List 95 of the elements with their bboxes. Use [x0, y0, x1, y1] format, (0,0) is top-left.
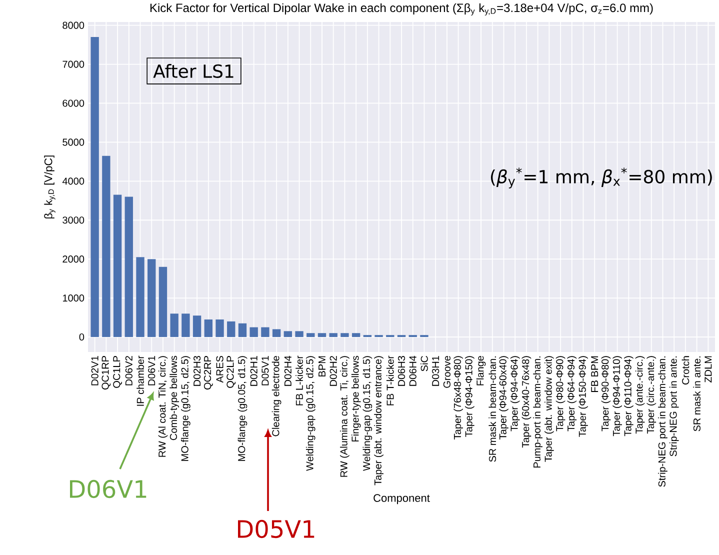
y-tick-label: 2000 [62, 256, 84, 263]
x-tick-label: Taper (60x40-76x48) [522, 356, 532, 448]
x-tick-label: D02H4 [284, 356, 292, 386]
x-tick-label: MO-flange (g0.15, d2.5) [181, 356, 190, 461]
y-axis-title: β$_{y}$ k$_{y,D}$ [V/pC] [44, 156, 56, 218]
bar [182, 314, 190, 337]
bar [306, 333, 315, 337]
x-tick-label: Pump-port in beam-chan. [533, 356, 542, 468]
x-tick-label: D06V2 [125, 356, 132, 386]
y-tick-label: 6000 [62, 100, 84, 107]
x-tick-label: Taper (Φ90-Φ80) [601, 356, 611, 432]
y-tick-label: 0 [79, 333, 84, 341]
text: D06V1 [70, 480, 146, 498]
bar [295, 331, 304, 337]
x-tick-label: D03H1 [432, 356, 440, 386]
bar [284, 331, 292, 337]
x-axis-title: Component [374, 494, 430, 504]
bar [238, 323, 247, 337]
bar [113, 194, 122, 337]
bar [124, 196, 133, 337]
bar [352, 333, 360, 337]
x-tick-label: QC2RP [204, 356, 213, 390]
bar [318, 333, 326, 337]
x-tick-label: Groove [443, 356, 450, 388]
x-tick-label: Taper (ante.-circ.) [635, 356, 645, 434]
x-tick-label: Taper (Φ80-Φ90) [556, 356, 566, 432]
x-tick-label: Taper (Φ94-Φ150) [464, 356, 474, 437]
bar [148, 259, 156, 337]
y-tick-label: 4000 [62, 178, 84, 185]
y-tick-label: 8000 [62, 22, 84, 29]
x-tick-label: QC1LP [113, 356, 122, 388]
text: (β$_{y}$$^{*}$=1 mm, β$_{x}$$^{*}$=80 mm) [490, 168, 712, 188]
x-tick-label: Taper (Φ150-Φ94) [578, 356, 588, 437]
x-tick-label: Flange [476, 356, 486, 386]
x-tick-label: Taper (Φ94-Φ64) [510, 356, 520, 432]
x-tick-label: IP chamber [136, 356, 144, 406]
y-tick-label: 7000 [62, 60, 84, 68]
bar [216, 319, 224, 337]
x-tick-label: D06H3 [398, 356, 406, 386]
x-tick-label: QC1RP [102, 356, 111, 390]
y-tick-label: 1000 [62, 294, 84, 302]
x-tick-label: QC2LP [226, 356, 236, 388]
x-tick-label: Taper (Φ94-Φ110) [612, 356, 622, 436]
x-tick-label: Welding-gap (g0.15, d2.5) [306, 356, 316, 471]
bar [192, 316, 202, 337]
bar [102, 156, 110, 337]
bar [272, 329, 281, 337]
x-tick-label: SR mask in beam-chan. [488, 356, 496, 462]
x-tick-label: ARES [216, 356, 224, 383]
bar [261, 327, 270, 337]
x-tick-label: Taper (Φ64-Φ94) [567, 356, 577, 432]
x-tick-label: FB T-kicker [386, 356, 394, 406]
x-tick-label: Taper (abt. window exit) [544, 356, 554, 462]
x-tick-label: Clearing electrode [272, 356, 282, 436]
bar [340, 333, 349, 337]
chart-title: Kick Factor for Vertical Dipolar Wake in each component (Σβ$_{y}$ k$_{y,D}$=3.18e+04 V/pC, σ$_{z}$=6.0 mm) [150, 3, 653, 16]
x-tick-label: D02H1 [250, 356, 258, 386]
x-tick-label: Strip-NEG port in beam-chan. [658, 356, 668, 487]
x-tick-label: Taper (circ.-ante.) [646, 356, 656, 434]
x-tick-label: Welding-gap (g0.15, d1.5) [362, 356, 372, 471]
x-tick-label: D02H2 [330, 356, 337, 386]
x-tick-label: D02V1 [91, 356, 98, 386]
x-tick-label: D05V1 [262, 356, 269, 386]
bar [227, 321, 236, 337]
bar [204, 319, 212, 337]
bar [250, 327, 258, 337]
x-tick-label: D02H3 [194, 356, 201, 386]
x-tick-label: Strip-NEG port in ante. [669, 356, 679, 456]
bar [136, 257, 144, 337]
x-tick-label: BPM [318, 356, 326, 376]
x-tick-label: Taper (Φ110-Φ94) [624, 356, 634, 436]
annotation: After LS1 [153, 64, 234, 78]
bar [90, 37, 99, 337]
x-tick-label: FB L-kicker [296, 356, 303, 406]
x-tick-label: RW (Alumina coat. Ti, circ.) [340, 356, 350, 477]
text: D05V1 [238, 520, 314, 538]
x-tick-label: Taper (abt. window entrance) [374, 356, 384, 486]
x-tick-label: SR mask in ante. [693, 356, 700, 432]
bar [170, 314, 178, 337]
x-tick-label: D06H4 [409, 356, 416, 386]
x-tick-label: Taper (76x48-Φ80) [454, 356, 463, 440]
x-tick-label: FB BPM [591, 356, 598, 392]
x-tick-label: D06V1 [148, 356, 156, 386]
x-tick-label: SiC [420, 356, 428, 372]
y-tick-label: 3000 [62, 216, 84, 224]
x-tick-label: MO-flange (g0.05, d1.5) [238, 356, 248, 461]
x-tick-label: ZDLM [704, 356, 712, 382]
x-tick-label: RW (Al coat. TiN, circ.) [158, 356, 168, 457]
bar [329, 333, 338, 337]
x-tick-label: Finger-type bellows [351, 356, 361, 442]
y-tick-label: 5000 [62, 138, 84, 146]
bar [158, 266, 168, 337]
x-tick-label: Taper (Φ94-60x40) [499, 356, 508, 440]
x-tick-label: Comb-type bellows [170, 356, 179, 440]
x-tick-label: Crotch [682, 356, 690, 384]
